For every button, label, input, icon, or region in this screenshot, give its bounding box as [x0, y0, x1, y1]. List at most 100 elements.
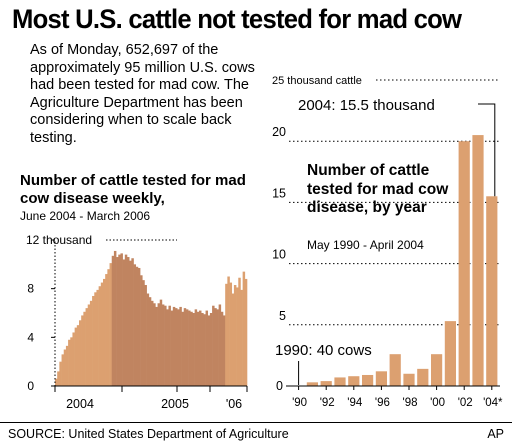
weekly-bar: [96, 289, 99, 386]
weekly-chart-title: Number of cattle tested for mad cow dise…: [20, 172, 246, 207]
yearly-bar: [306, 382, 318, 386]
yearly-chart-title: Number of cattle tested for mad cow dise…: [307, 162, 449, 216]
weekly-bar: [135, 266, 139, 386]
yearly-bar: [334, 377, 346, 386]
weekly-bar: [229, 282, 233, 386]
weekly-bar: [129, 260, 132, 386]
weekly-bar: [214, 308, 217, 386]
source-note: SOURCE: United States Department of Agri…: [8, 427, 289, 441]
yearly-annotation-1990: 1990: 40 cows: [275, 342, 372, 359]
weekly-bar: [209, 313, 213, 386]
yearly-bar: [458, 141, 470, 386]
yearly-bar: [486, 196, 498, 386]
yearly-x-tick-label: '04*: [483, 397, 503, 409]
weekly-x-tick-label: 2004: [66, 397, 94, 411]
weekly-bar: [100, 282, 104, 386]
weekly-bar: [107, 269, 110, 386]
weekly-y-tick-label: 12 thousand: [26, 233, 92, 247]
weekly-bar: [83, 311, 86, 386]
weekly-bar: [79, 320, 82, 386]
weekly-bar: [172, 306, 176, 386]
weekly-bar: [105, 274, 108, 386]
weekly-bar: [59, 361, 62, 386]
weekly-bar: [122, 259, 126, 386]
yearly-y-tick-label: 10: [272, 248, 286, 262]
weekly-bar: [233, 285, 237, 386]
weekly-bar: [142, 280, 145, 386]
weekly-bar: [244, 278, 248, 386]
weekly-bar: [103, 278, 106, 386]
weekly-bar: [185, 309, 189, 386]
weekly-bar: [159, 299, 163, 386]
weekly-bar: [188, 310, 191, 386]
page-title: Most U.S. cattle not tested for mad cow: [12, 4, 462, 34]
weekly-bar: [148, 297, 152, 386]
footer-rule: [0, 422, 512, 423]
yearly-bar: [389, 354, 401, 386]
yearly-bar: [348, 376, 360, 386]
weekly-y-tick-label: 8: [27, 282, 34, 296]
weekly-bar: [98, 286, 102, 386]
weekly-bar: [74, 327, 78, 386]
weekly-bar: [201, 313, 204, 386]
weekly-bar: [181, 311, 185, 386]
weekly-bar: [227, 276, 230, 386]
weekly-bar: [196, 311, 200, 386]
weekly-bar: [179, 306, 182, 386]
weekly-bar: [65, 345, 69, 386]
weekly-bar: [207, 315, 211, 386]
weekly-bar: [137, 267, 141, 386]
yearly-x-tick-label: '90: [292, 397, 307, 409]
yearly-x-tick-label: '94: [347, 397, 363, 409]
weekly-bar: [111, 255, 115, 386]
weekly-bar: [68, 339, 71, 386]
weekly-bar: [94, 292, 97, 386]
weekly-bar: [205, 310, 209, 386]
yearly-bar: [472, 135, 484, 386]
weekly-x-tick-label: 2005: [161, 397, 189, 411]
weekly-bar: [220, 311, 224, 386]
weekly-bar: [63, 349, 67, 386]
weekly-bar: [87, 304, 91, 386]
weekly-bar: [231, 293, 235, 386]
weekly-bar: [57, 371, 60, 386]
weekly-bar: [146, 293, 150, 386]
yearly-bar: [375, 371, 387, 386]
weekly-bar: [164, 305, 167, 386]
weekly-bar: [61, 354, 65, 386]
yearly-bar: [444, 321, 456, 386]
weekly-bar: [166, 309, 169, 386]
weekly-bar: [192, 313, 195, 386]
yearly-y-tick-label: 15: [272, 186, 286, 200]
weekly-bar: [55, 378, 58, 386]
yearly-bar: [320, 381, 332, 386]
yearly-y-tick-label: 20: [272, 125, 286, 139]
weekly-bar: [240, 289, 243, 386]
intro-text: As of Monday, 652,697 of the approximate…: [30, 42, 255, 146]
weekly-bar: [175, 308, 178, 386]
yearly-chart-subtitle: May 1990 - April 2004: [307, 238, 424, 252]
weekly-bar: [113, 250, 117, 386]
weekly-chart-subtitle: June 2004 - March 2006: [20, 209, 151, 223]
yearly-y-tick-label: 25 thousand cattle: [272, 75, 362, 87]
weekly-y-tick-label: 0: [27, 379, 34, 393]
weekly-bar: [72, 332, 75, 386]
weekly-bar: [177, 309, 180, 386]
weekly-bar: [238, 277, 241, 386]
weekly-bar: [144, 285, 147, 386]
weekly-bar: [89, 300, 93, 386]
yearly-bar: [417, 368, 429, 386]
weekly-bar: [199, 310, 202, 386]
weekly-bar: [236, 287, 239, 386]
weekly-bar: [127, 257, 130, 386]
weekly-bar: [216, 309, 219, 386]
yearly-bar: [362, 374, 374, 386]
yearly-x-tick-label: '98: [403, 397, 418, 409]
yearly-annotation-2004-leader: [478, 103, 496, 197]
yearly-x-tick-label: '02: [458, 397, 473, 409]
weekly-bar: [223, 315, 226, 386]
weekly-bar: [131, 258, 134, 386]
weekly-bar: [120, 253, 123, 386]
weekly-bar: [140, 275, 143, 386]
